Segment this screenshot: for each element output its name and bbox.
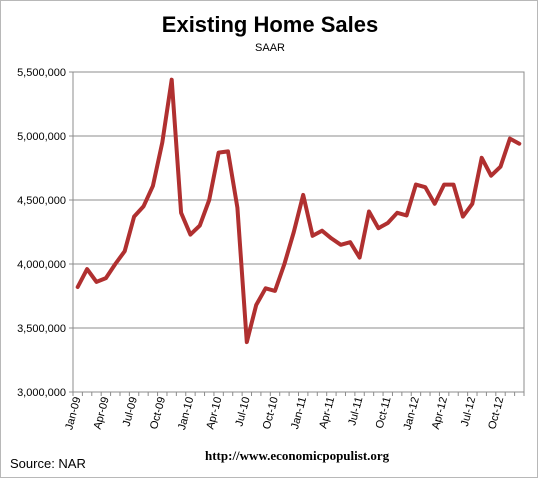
data-point [396,212,398,214]
y-tick-label: 4,500,000 [17,195,66,207]
x-tick-label: Oct-12 [486,396,506,431]
x-tick-label: Jul-10 [233,396,252,428]
y-tick-label: 5,000,000 [17,131,66,143]
data-point [359,257,361,259]
data-point [227,150,229,152]
data-point [443,184,445,186]
data-point [424,186,426,188]
data-point [349,241,351,243]
data-point [302,194,304,196]
y-tick-label: 3,000,000 [17,387,66,399]
data-point [453,184,455,186]
data-point [368,211,370,213]
y-tick-label: 5,500,000 [17,67,66,79]
data-point [283,263,285,265]
data-point [481,157,483,159]
data-point [95,281,97,283]
x-tick-label: Jul-12 [459,396,478,428]
data-point [208,199,210,201]
data-point [180,212,182,214]
x-tick-label: Jan-12 [402,396,422,432]
data-point [500,166,502,168]
x-tick-label: Apr-10 [204,396,224,431]
x-tick-label: Jul-11 [346,396,365,427]
series-line [75,77,522,345]
data-point [377,227,379,229]
data-point [321,230,323,232]
data-point [274,290,276,292]
data-point [340,244,342,246]
x-tick-label: Jan-09 [63,396,83,432]
data-point [406,214,408,216]
x-tick-label: Apr-09 [92,396,112,431]
source-label: Source: NAR [10,456,86,471]
data-point [255,304,257,306]
data-point [434,203,436,205]
data-point [330,237,332,239]
data-point [387,222,389,224]
data-point [161,141,163,143]
data-point [312,235,314,237]
data-point [236,207,238,209]
data-point [152,185,154,187]
x-axis-ticks: Jan-09 Apr-09 Jul-09 Oct-09 Jan-10 Apr-10 Jul-… [63,392,525,432]
x-tick-label: Oct-09 [148,396,168,431]
data-point [490,175,492,177]
data-point [114,263,116,265]
chart-title: Existing Home Sales [161,12,379,37]
x-tick-label: Jan-11 [289,396,309,431]
data-point [471,203,473,205]
data-point [189,234,191,236]
plot-area-border [72,71,525,393]
y-axis-ticks: 3,000,000 3,500,000 4,000,000 4,500,000 5,00… [17,67,73,399]
x-tick-label: Jul-09 [121,396,140,428]
data-point [86,268,88,270]
data-point [246,341,248,343]
data-point [199,225,201,227]
data-point [77,286,79,288]
data-point [265,287,267,289]
x-tick-label: Apr-12 [430,396,450,431]
data-point [218,152,220,154]
x-tick-label: Oct-11 [374,396,394,430]
data-point [133,216,135,218]
data-point [105,277,107,279]
x-tick-label: Oct-10 [261,396,281,431]
data-point [462,216,464,218]
data-point [171,79,173,81]
gridlines [73,71,524,393]
y-tick-label: 4,000,000 [17,259,66,271]
data-point [509,138,511,140]
data-point [142,205,144,207]
data-point [518,143,520,145]
y-tick-label: 3,500,000 [17,323,66,335]
x-tick-label: Apr-11 [317,396,337,430]
data-point [415,184,417,186]
x-tick-label: Jan-10 [176,396,196,432]
data-point [293,231,295,233]
source-url: http://www.economicpopulist.org [205,448,390,463]
data-point [124,250,126,252]
series-layer [75,77,522,345]
chart-subtitle: SAAR [255,42,285,54]
